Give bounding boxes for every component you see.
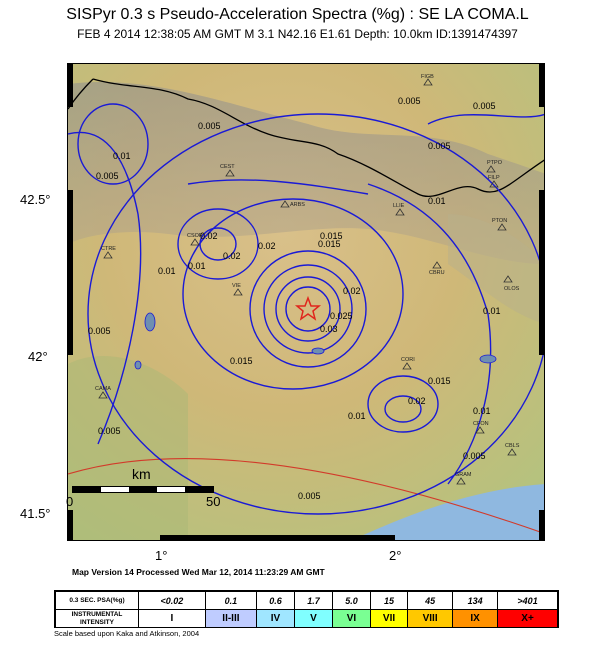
contour-label: 0.02 xyxy=(408,396,426,406)
legend-psa-value: 0.6 xyxy=(256,591,295,610)
station-labels: FIGB PTPO FILP PTON CBRU OLOS CEST CSOR … xyxy=(95,74,520,478)
station-label: CTRE xyxy=(101,246,116,252)
frame-tick xyxy=(67,190,73,355)
station-label: CORI xyxy=(401,357,415,363)
lon-label: 1° xyxy=(155,548,168,563)
legend-intensity: IX xyxy=(452,609,499,628)
legend-psa-value: 15 xyxy=(369,591,409,610)
border-line xyxy=(92,78,544,197)
legend-intensity: IV xyxy=(256,609,295,628)
scale-start: 0 xyxy=(66,494,74,509)
legend-intensity-header: INSTRUMENTAL INTENSITY xyxy=(55,609,139,628)
contour-label: 0.01 xyxy=(113,151,131,161)
map-title: SISPyr 0.3 s Pseudo-Acceleration Spectra… xyxy=(66,6,529,23)
station-label: CEST xyxy=(220,164,235,170)
station-label: ARBS xyxy=(290,202,305,208)
shakemap[interactable]: FIGB PTPO FILP PTON CBRU OLOS CEST CSOR … xyxy=(67,63,545,541)
contour-label: 0.005 xyxy=(463,451,486,461)
legend-psa-value: 0.1 xyxy=(204,591,258,610)
contour-label: 0.005 xyxy=(428,141,451,151)
contour-label: 0.005 xyxy=(398,96,421,106)
contour-label: 0.015 xyxy=(320,231,343,241)
lon-label: 2° xyxy=(389,548,402,563)
legend-intensity: V xyxy=(294,609,333,628)
station-label: PTPO xyxy=(487,160,503,166)
contour-label: 0.03 xyxy=(320,324,338,334)
intensity-legend: 0.3 SEC. PSA(%g) <0.02 0.1 0.6 1.7 5.0 1… xyxy=(54,590,559,628)
contour-label: 0.01 xyxy=(428,196,446,206)
contour-label: 0.01 xyxy=(483,306,501,316)
cross-section-line xyxy=(68,457,544,534)
relief-sw xyxy=(68,356,188,540)
contour-label: 0.005 xyxy=(198,121,221,131)
station-label: OLOS xyxy=(504,286,520,292)
event-info: FEB 4 2014 12:38:05 AM GMT M 3.1 N42.16 … xyxy=(77,27,518,41)
frame-tick xyxy=(67,63,73,107)
station-label: CBRU xyxy=(429,270,445,276)
lakes xyxy=(134,312,497,370)
station-label: CAMA xyxy=(95,386,111,392)
contour-label: 0.015 xyxy=(318,239,341,249)
legend-intensity: VII xyxy=(369,609,409,628)
pyrenees-relief xyxy=(68,82,544,264)
legend-intensity: VI xyxy=(331,609,371,628)
legend-psa-value: <0.02 xyxy=(138,591,206,610)
epicenter-star[interactable] xyxy=(294,295,322,321)
scale-note: Scale based upon Kaka and Atkinson, 2004 xyxy=(54,629,200,638)
station-markers xyxy=(98,78,517,485)
frame-tick xyxy=(67,510,73,541)
contour-label: 0.005 xyxy=(98,426,121,436)
contour-label: 0.02 xyxy=(200,231,218,241)
legend-intensity: X+ xyxy=(497,609,558,628)
frame-tick xyxy=(160,535,395,541)
legend-psa-value: 134 xyxy=(452,591,499,610)
psa-contours xyxy=(68,103,544,515)
legend-psa-value: 45 xyxy=(407,591,454,610)
contour-label: 0.02 xyxy=(343,286,361,296)
contour-label: 0.01 xyxy=(158,266,176,276)
relief-east xyxy=(448,214,544,324)
legend-psa-value: >401 xyxy=(497,591,558,610)
contour-label: 0.005 xyxy=(96,171,119,181)
lat-label: 42.5° xyxy=(20,192,51,207)
contour-label: 0.02 xyxy=(258,241,276,251)
contour-label: 0.01 xyxy=(188,261,206,271)
contour-labels: 0.03 0.025 0.02 0.015 0.015 0.02 0.02 0.… xyxy=(88,96,501,501)
station-label: GRAM xyxy=(455,472,472,478)
legend-psa-value: 1.7 xyxy=(294,591,333,610)
legend-intensity: VIII xyxy=(407,609,454,628)
station-label: CSOR xyxy=(187,233,203,239)
contour-label: 0.015 xyxy=(230,356,253,366)
contour-label: 0.005 xyxy=(88,326,111,336)
station-label: VIE xyxy=(232,283,241,289)
processed-info: Map Version 14 Processed Wed Mar 12, 201… xyxy=(72,567,325,577)
contour-label: 0.01 xyxy=(473,406,491,416)
contour-label: 0.025 xyxy=(330,311,353,321)
frame-tick xyxy=(539,190,545,355)
legend-intensity: II-III xyxy=(204,609,258,628)
contour-label: 0.015 xyxy=(428,376,451,386)
station-label: CFON xyxy=(473,421,489,427)
contour-label: 0.01 xyxy=(348,411,366,421)
lat-label: 41.5° xyxy=(20,506,51,521)
frame-tick xyxy=(539,510,545,541)
map-canvas: FIGB PTPO FILP PTON CBRU OLOS CEST CSOR … xyxy=(68,64,544,540)
legend-psa-header: 0.3 SEC. PSA(%g) xyxy=(55,591,139,610)
scale-end: 50 xyxy=(206,494,221,509)
station-label: PTON xyxy=(492,218,507,224)
sea xyxy=(352,484,544,540)
station-label: LLIE xyxy=(393,203,405,209)
legend-intensity: I xyxy=(138,609,206,628)
station-label: FILP xyxy=(488,175,500,181)
lat-label: 42° xyxy=(28,349,48,364)
contour-label: 0.005 xyxy=(298,491,321,501)
scale-unit: km xyxy=(132,466,151,482)
scale-bar xyxy=(72,486,214,493)
legend-psa-value: 5.0 xyxy=(331,591,371,610)
contour-label: 0.02 xyxy=(223,251,241,261)
station-label: FIGB xyxy=(421,74,434,80)
contour-label: 0.005 xyxy=(473,101,496,111)
station-label: CBLS xyxy=(505,443,520,449)
frame-tick xyxy=(539,63,545,107)
